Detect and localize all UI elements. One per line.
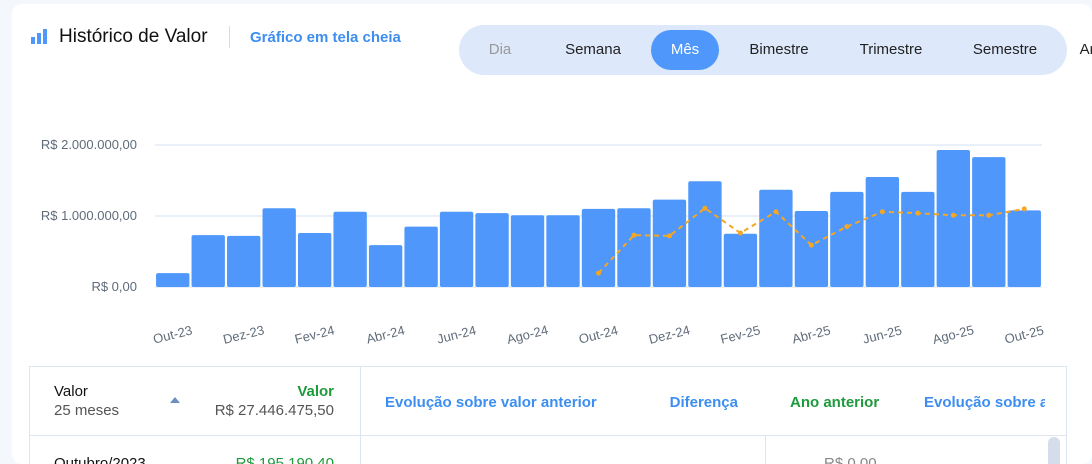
col-title: Valor [297,383,334,400]
bar [617,208,651,287]
x-tick-label: Out-23 [152,322,194,346]
col-title: Valor [54,383,88,400]
bar [368,245,403,287]
y-tick-label: R$ 2.000.000,00 [41,137,137,152]
bar [830,191,864,287]
line-point [631,232,637,238]
tab[interactable]: Trimestre [859,41,923,58]
bar [510,215,545,287]
bar [688,181,722,287]
line-point [702,205,708,211]
line-point [666,233,672,239]
col-title: Evolução sobre ano anterior [924,394,1045,411]
col-title: Ano anterior [790,394,880,411]
title: Histórico de Valor [59,26,208,47]
bar [972,157,1006,287]
bar [191,235,225,287]
separator [229,26,230,48]
table: Valor 25 meses Valor R$ 27.446.475,50 Ev… [29,366,1067,464]
bar [936,149,970,287]
bar [227,235,261,287]
bar [439,211,474,287]
period-tabs: Dia Semana Mês Bimestre Trimestre Semestre Ano [459,25,1092,75]
tab[interactable]: Dia [488,41,512,58]
bar [546,215,580,287]
fullscreen-link[interactable]: Gráfico em tela cheia [250,29,401,46]
scrollbar[interactable] [1048,437,1060,464]
line-point [844,224,850,230]
y-tick-label: R$ 0,00 [91,279,137,294]
cell: R$ 0,00 [824,455,877,464]
bar [297,233,332,287]
tab[interactable]: Semestre [972,41,1038,58]
line-point [950,212,956,218]
x-tick-label: Abr-25 [791,323,833,347]
col-subtitle: R$ 27.446.475,50 [214,402,334,419]
col-divider [765,435,766,464]
x-tick-label: Jun-25 [861,322,903,346]
x-tick-label: Fev-25 [719,322,762,346]
x-tick-label: Fev-24 [293,322,336,346]
col-subtitle: 25 meses [54,402,120,419]
x-tick-label: Dez-23 [221,322,265,347]
sort-arrow[interactable] [169,396,181,404]
bar [723,233,758,287]
bar [759,189,793,287]
bar [901,191,935,287]
line-point [808,242,814,248]
tab[interactable]: Semana [565,41,621,58]
bar [475,213,509,287]
card: Histórico de Valor Gráfico em tela cheia… [12,4,1092,464]
line-point [915,210,921,216]
chart: R$ 0,00 R$ 1.000.000,00 R$ 2.000.000,00 Out… [41,137,1045,347]
cell: R$ 195.190,40 [235,455,334,464]
x-tick-label: Ago-25 [931,322,975,347]
line-point [596,270,601,276]
bar [865,176,900,287]
col-divider [360,367,361,464]
x-tick-label: Abr-24 [365,323,407,347]
bar [794,211,829,287]
bar [1007,210,1041,287]
tab[interactable]: Ano [1079,41,1092,58]
tab[interactable]: Bimestre [749,41,809,58]
tab[interactable]: Mês [651,30,719,70]
line-point [1021,206,1027,212]
x-tick-label: Jun-24 [435,322,477,346]
line-point [879,209,885,215]
chart-icon [31,29,47,44]
col-title: Evolução sobre valor anterior [385,394,597,411]
bar [581,208,616,287]
cell: Outubro/2023 [54,455,146,464]
x-tick-label: Dez-24 [647,322,691,347]
x-tick-label: Out-25 [1003,322,1045,346]
line-point [986,212,992,218]
bar [404,226,438,287]
table-header [30,367,1066,436]
line-point [737,230,743,236]
line-point [773,209,779,215]
bar [652,199,687,287]
bar [156,273,190,287]
y-tick-label: R$ 1.000.000,00 [41,208,137,223]
x-tick-label: Out-24 [577,322,619,346]
bar [333,211,367,287]
bar [262,208,296,287]
x-tick-label: Ago-24 [505,322,549,347]
col-title: Diferença [669,394,738,411]
